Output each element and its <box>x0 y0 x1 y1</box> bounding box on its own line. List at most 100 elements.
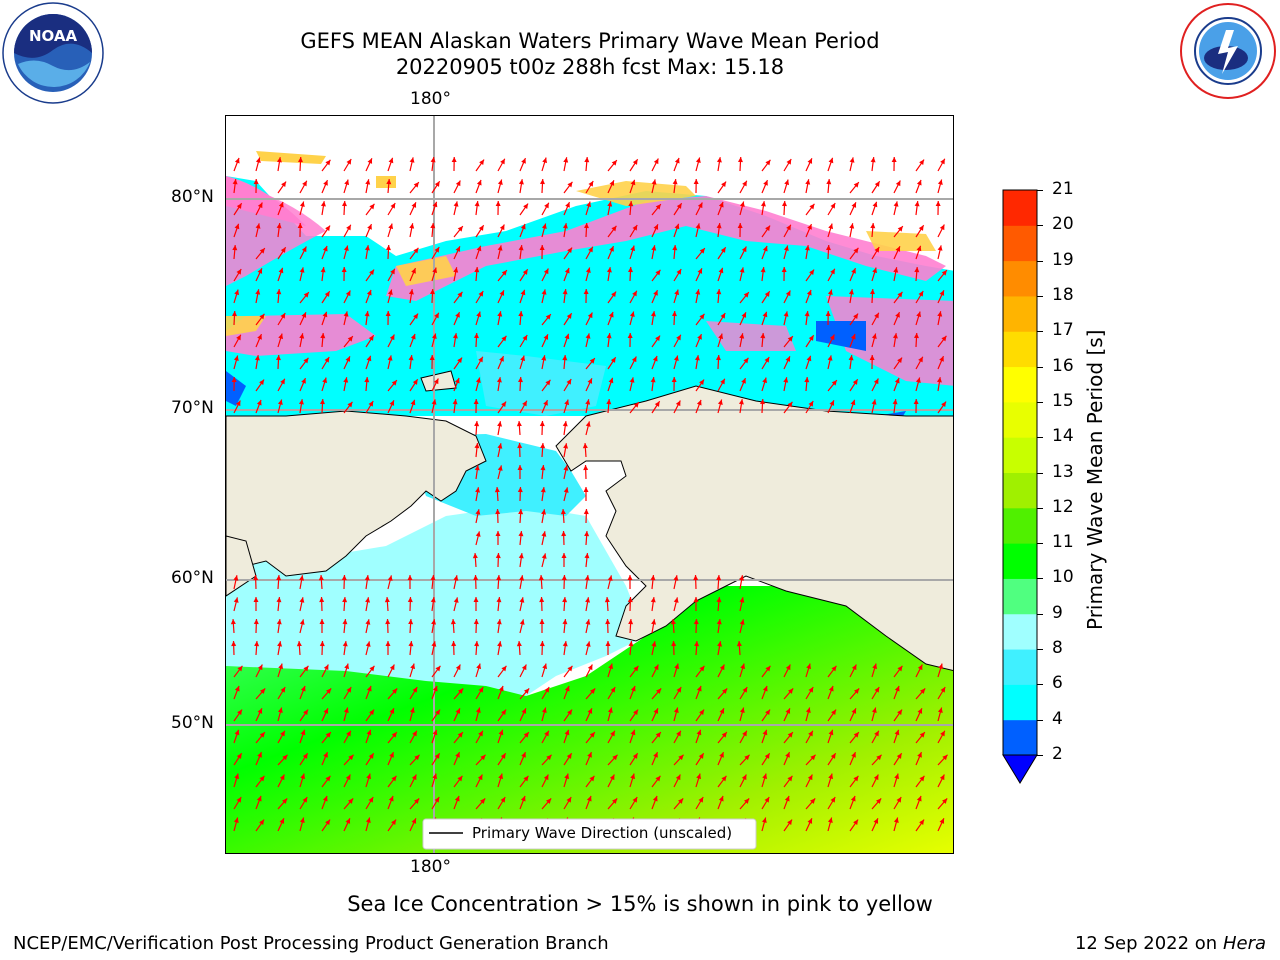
wave-arrow-head <box>629 311 635 317</box>
wave-arrow-head <box>541 707 547 713</box>
wave-arrow-head <box>696 399 702 406</box>
wave-arrow-head <box>609 246 614 252</box>
wave-arrow-head <box>342 619 348 625</box>
wave-arrow-head <box>281 181 287 188</box>
wave-arrow-head <box>612 754 618 761</box>
wave-arrow-head <box>630 773 636 780</box>
wave-arrow-head <box>453 201 459 207</box>
sea-ice-band <box>226 314 376 356</box>
wave-arrow-head <box>388 223 394 230</box>
wave-arrow-head <box>781 201 787 207</box>
wave-arrow-head <box>788 688 794 694</box>
wave-arrow-head <box>521 708 527 714</box>
wave-arrow-head <box>676 334 681 341</box>
wave-arrow-head <box>325 775 331 782</box>
colorbar-tick-label: 13 <box>1052 461 1074 482</box>
wave-arrow-head <box>807 818 813 824</box>
wave-arrow-head <box>368 335 374 341</box>
wave-arrow-head <box>280 312 286 319</box>
wave-arrow-head <box>828 685 834 692</box>
wave-arrow-head <box>538 575 544 581</box>
colorbar-segment <box>1003 437 1037 473</box>
colorbar-svg <box>1002 189 1038 784</box>
wave-arrow-head <box>673 707 679 713</box>
wave-arrow-head <box>407 575 413 580</box>
wave-arrow-head <box>296 641 302 647</box>
wave-arrow-head <box>300 729 306 736</box>
wave-arrow-head <box>457 226 463 232</box>
wave-arrow-head <box>784 795 790 802</box>
wave-arrow-head <box>917 752 922 758</box>
wave-arrow-head <box>762 377 768 384</box>
wave-arrow-head <box>850 399 856 406</box>
wave-arrow-head <box>606 333 612 339</box>
colorbar-tick-mark <box>1037 437 1043 439</box>
wave-arrow-head <box>518 245 524 251</box>
wave-arrow-head <box>539 597 545 603</box>
wave-arrow-head <box>744 754 750 761</box>
wave-arrow-head <box>937 311 943 317</box>
wave-arrow-head <box>412 730 417 737</box>
wave-arrow-head <box>764 356 770 363</box>
wave-arrow-head <box>737 223 743 229</box>
wave-arrow-head <box>611 225 617 232</box>
wave-arrow-head <box>474 421 480 427</box>
wave-arrow-head <box>367 224 372 230</box>
wave-arrow-head <box>257 202 263 209</box>
wave-arrow-head <box>678 798 684 804</box>
wave-arrow-head <box>412 686 418 693</box>
wave-arrow-head <box>584 575 590 581</box>
wave-arrow-head <box>501 401 507 408</box>
wave-arrow-head <box>391 380 397 386</box>
bering-sea <box>226 506 646 696</box>
wave-arrow-head <box>653 664 659 671</box>
wave-arrow-head <box>673 575 679 581</box>
wave-arrow-head <box>808 686 814 693</box>
wave-arrow-head <box>430 223 436 229</box>
colorbar-segment <box>1003 684 1037 721</box>
wave-arrow-head <box>760 267 766 273</box>
colorbar-tick-mark <box>1037 719 1043 721</box>
wave-arrow-head <box>391 819 397 826</box>
wave-arrow-head <box>326 688 332 694</box>
wave-arrow-head <box>519 575 525 581</box>
wave-arrow-head <box>566 753 572 759</box>
wave-arrow-head <box>474 465 480 471</box>
wave-arrow-head <box>303 709 309 716</box>
wave-arrow-head <box>762 729 768 736</box>
colorbar-tick-label: 4 <box>1052 708 1063 729</box>
wave-arrow-head <box>938 663 944 670</box>
wave-arrow-head <box>785 752 790 758</box>
wave-arrow-head <box>609 180 615 186</box>
wave-arrow-head <box>716 619 722 625</box>
wave-arrow-head <box>589 732 595 738</box>
wave-arrow-head <box>478 290 484 297</box>
wave-arrow-head <box>276 157 282 163</box>
wave-arrow-head <box>716 223 722 229</box>
wave-arrow-head <box>430 157 436 163</box>
wave-arrow-head <box>848 289 854 295</box>
colorbar-tick-label: 9 <box>1052 602 1063 623</box>
wave-arrow-head <box>303 292 309 298</box>
wave-arrow-head <box>825 245 831 251</box>
wave-arrow-head <box>410 663 416 670</box>
wave-arrow-head <box>851 202 857 208</box>
wave-arrow-head <box>387 355 393 361</box>
wave-arrow-head <box>257 268 263 274</box>
wave-arrow-head <box>282 798 288 804</box>
wave-arrow-head <box>257 708 263 714</box>
wave-arrow-head <box>563 487 569 493</box>
wave-arrow-head <box>541 531 547 537</box>
wave-arrow-head <box>234 157 240 164</box>
wave-arrow-head <box>369 203 375 210</box>
wave-arrow-head <box>760 201 766 207</box>
colorbar-tick-label: 17 <box>1052 320 1074 341</box>
wave-arrow-head <box>676 686 682 693</box>
wave-arrow-head <box>476 245 482 252</box>
wrangel-island <box>420 370 457 392</box>
wave-arrow-head <box>695 289 701 295</box>
colorbar-segment <box>1003 719 1037 756</box>
wave-arrow-head <box>453 597 459 603</box>
wave-arrow-head <box>585 333 591 339</box>
wave-arrow-head <box>541 553 547 559</box>
